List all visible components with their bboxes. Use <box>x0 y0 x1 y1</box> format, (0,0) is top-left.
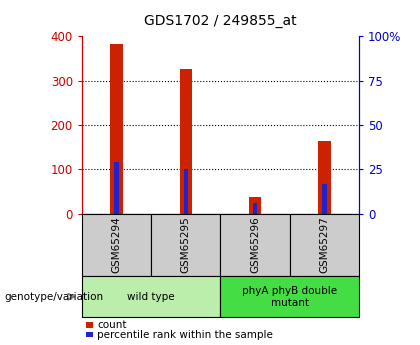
Text: GDS1702 / 249855_at: GDS1702 / 249855_at <box>144 14 297 29</box>
Text: genotype/variation: genotype/variation <box>4 292 103 302</box>
Bar <box>220 214 290 276</box>
Text: GSM65295: GSM65295 <box>181 217 191 273</box>
Bar <box>253 203 257 214</box>
Bar <box>323 184 326 214</box>
Text: wild type: wild type <box>127 292 175 302</box>
Text: GSM65297: GSM65297 <box>320 217 329 273</box>
Bar <box>318 141 331 214</box>
Bar <box>82 214 151 276</box>
Text: count: count <box>97 320 126 330</box>
Text: GSM65294: GSM65294 <box>112 217 121 273</box>
Bar <box>290 214 359 276</box>
Bar <box>151 214 220 276</box>
Bar <box>110 44 123 214</box>
Bar <box>249 197 261 214</box>
Text: percentile rank within the sample: percentile rank within the sample <box>97 330 273 339</box>
Bar <box>184 169 188 214</box>
Text: GSM65296: GSM65296 <box>250 217 260 273</box>
Bar <box>220 276 359 317</box>
Text: phyA phyB double
mutant: phyA phyB double mutant <box>242 286 337 307</box>
Bar <box>115 162 118 214</box>
Bar <box>82 276 220 317</box>
Bar <box>180 69 192 214</box>
